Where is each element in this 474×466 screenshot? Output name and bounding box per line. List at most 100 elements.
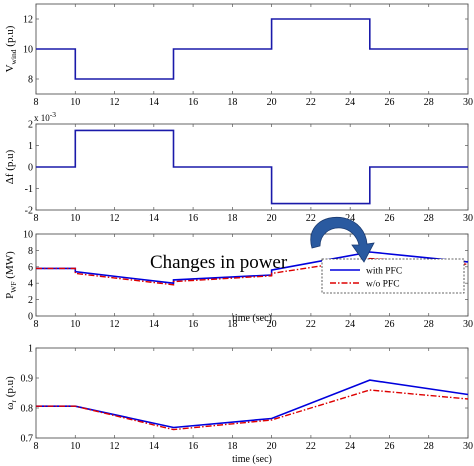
y-label-sub: WF <box>9 281 18 292</box>
y-label-rest: (p.u) <box>4 25 16 49</box>
x-tick-label: 18 <box>227 97 237 108</box>
y-label-rest: (p.u) <box>4 376 16 400</box>
curved-arrow-icon <box>310 216 375 263</box>
x-tick-label: 20 <box>267 213 277 224</box>
x-tick-label: 12 <box>110 97 120 108</box>
x-tick-label: 28 <box>424 97 434 108</box>
y-tick-label: 10 <box>23 230 33 241</box>
x-axis-label-wr: time (sec) <box>232 454 272 465</box>
x-tick-label: 22 <box>306 441 316 452</box>
annotation-text: Changes in power <box>150 252 288 273</box>
y-label-sub: wind <box>9 49 18 64</box>
plot-frames <box>35 3 469 439</box>
y-label-sub: r <box>9 400 18 403</box>
x-tick-label: 16 <box>188 97 198 108</box>
y-tick-label: 8 <box>28 75 33 86</box>
x-tick-label: 28 <box>424 213 434 224</box>
legend-box <box>321 258 465 294</box>
x-tick-label: 28 <box>424 441 434 452</box>
x-tick-label: 22 <box>306 97 316 108</box>
y-tick-label: -2 <box>25 206 33 217</box>
y-tick-label: 2 <box>28 295 33 306</box>
x-tick-label: 16 <box>188 441 198 452</box>
x-tick-label: 10 <box>70 97 80 108</box>
y-label-main: V <box>4 64 16 72</box>
y-label-main: Δf (p.u) <box>4 149 16 184</box>
x-tick-label: 26 <box>384 97 394 108</box>
x-tick-label: 12 <box>110 441 120 452</box>
x-tick-label: 18 <box>227 441 237 452</box>
x-tick-label: 22 <box>306 319 316 330</box>
y-tick-label: 0.7 <box>21 434 34 445</box>
y-tick-label: 0.9 <box>21 374 34 385</box>
x-tick-label: 26 <box>384 213 394 224</box>
x-tick-label: 14 <box>149 213 159 224</box>
y-axis-label-vwind: Vwind (p.u) <box>4 25 18 72</box>
legend-entry: w/o PFC <box>366 280 400 290</box>
x-tick-label: 8 <box>34 319 39 330</box>
x-tick-label: 8 <box>34 213 39 224</box>
x-tick-label: 26 <box>384 441 394 452</box>
y-label-main: ω <box>4 403 16 410</box>
x-tick-label: 10 <box>70 213 80 224</box>
x-tick-label: 24 <box>345 97 355 108</box>
x-tick-label: 20 <box>267 319 277 330</box>
y-tick-label: 6 <box>28 262 33 273</box>
series-line-wr-1 <box>36 389 469 431</box>
series-line-vwind-0 <box>36 18 468 80</box>
y-tick-label: 0 <box>28 312 33 323</box>
x-axis-label-pwf: time (sec) <box>232 313 272 324</box>
series-lines <box>36 18 469 431</box>
plot-frame-wr <box>35 347 469 439</box>
x-tick-label: 20 <box>267 97 277 108</box>
y-tick-label: 10 <box>23 45 33 56</box>
y-tick-label: 12 <box>23 15 33 26</box>
x-tick-label: 24 <box>345 213 355 224</box>
x-tick-label: 30 <box>463 213 473 224</box>
x-tick-label: 14 <box>149 441 159 452</box>
x-tick-label: 14 <box>149 319 159 330</box>
x-tick-label: 16 <box>188 213 198 224</box>
y-tick-label: -1 <box>25 184 33 195</box>
x-tick-label: 30 <box>463 97 473 108</box>
y-tick-label: 1 <box>28 141 33 152</box>
x-tick-label: 24 <box>345 319 355 330</box>
y-axis-label-df: Δf (p.u) <box>4 149 16 184</box>
y-label-rest: (MW) <box>4 251 16 282</box>
series-line-df-0 <box>36 129 468 205</box>
legend-entry: with PFC <box>366 267 402 277</box>
y-label-main: P <box>4 293 16 299</box>
x-tick-label: 26 <box>384 319 394 330</box>
x-tick-label: 24 <box>345 441 355 452</box>
y-tick-label: 0.8 <box>21 404 34 415</box>
x-tick-label: 16 <box>188 319 198 330</box>
x-tick-label: 18 <box>227 213 237 224</box>
exponent-label: x 10-3 <box>34 110 56 123</box>
x-tick-label: 30 <box>463 441 473 452</box>
x-tick-label: 12 <box>110 319 120 330</box>
y-tick-label: 2 <box>28 120 33 131</box>
exponent-power: -3 <box>50 110 56 119</box>
x-tick-label: 22 <box>306 213 316 224</box>
x-tick-label: 30 <box>463 319 473 330</box>
x-tick-label: 18 <box>227 319 237 330</box>
x-tick-label: 8 <box>34 97 39 108</box>
y-tick-label: 8 <box>28 246 33 257</box>
x-tick-label: 12 <box>110 213 120 224</box>
y-axis-label-wr: ωr (p.u) <box>4 376 18 410</box>
x-tick-label: 10 <box>70 319 80 330</box>
y-tick-label: 1 <box>28 344 33 355</box>
x-tick-label: 14 <box>149 97 159 108</box>
x-tick-label: 28 <box>424 319 434 330</box>
y-tick-label: 0 <box>28 163 33 174</box>
x-tick-label: 8 <box>34 441 39 452</box>
exponent-base: x 10 <box>34 113 50 123</box>
y-axis-label-pwf: PWF (MW) <box>4 251 18 299</box>
y-tick-label: 4 <box>28 279 33 290</box>
series-line-wr-0 <box>36 379 469 429</box>
x-tick-label: 20 <box>267 441 277 452</box>
plot-frame-pwf <box>35 233 469 317</box>
x-tick-label: 10 <box>70 441 80 452</box>
